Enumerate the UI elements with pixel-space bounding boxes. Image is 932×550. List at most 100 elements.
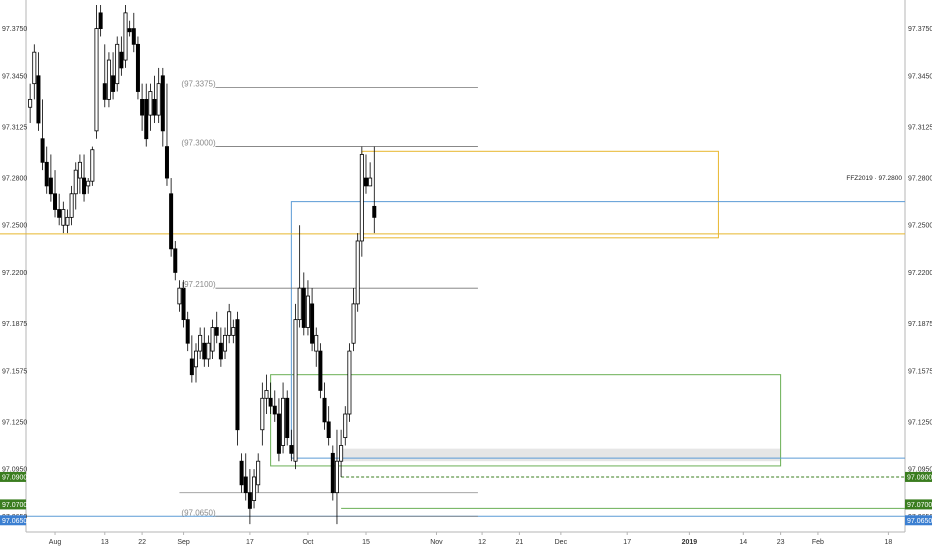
candle-body <box>65 216 70 226</box>
x-tick-label: 13 <box>101 539 109 546</box>
candle-body <box>156 83 161 116</box>
candle-body <box>330 452 335 494</box>
price-tag-label: 97.0650 <box>907 518 932 525</box>
left-price-axis: 97.3750 97.3450 97.3125 97.2800 97.2500 97.22… <box>2 26 27 521</box>
candle-body <box>77 161 82 179</box>
candle-body <box>127 28 132 33</box>
candle-body <box>86 180 91 187</box>
candle-body <box>210 327 215 352</box>
candle-body <box>169 193 174 250</box>
candle-body <box>73 169 78 195</box>
level-label: (97.2100) <box>181 280 216 289</box>
candle-body <box>53 193 58 210</box>
price-tag-label: 97.0650 <box>2 518 27 525</box>
candle-body <box>177 287 182 305</box>
candle-body <box>202 342 207 360</box>
price-tag-bg <box>0 515 26 526</box>
y-tick-label: 97.3750 <box>2 26 27 33</box>
y-tick-label: 97.0950 <box>2 467 27 474</box>
candle-body <box>347 350 352 415</box>
candle-body <box>297 287 302 321</box>
x-tick-label: Feb <box>812 539 824 546</box>
y-tick-label: 97.2800 <box>2 176 27 183</box>
level-label: (97.3000) <box>181 139 216 148</box>
candle-body <box>94 28 99 132</box>
candle-body <box>256 460 261 486</box>
y-tick-label: 97.0950 <box>908 467 932 474</box>
y-tick-label: 97.3450 <box>2 73 27 80</box>
candle-body <box>152 98 157 116</box>
candle-body <box>181 287 186 321</box>
x-tick-label: 2019 <box>682 539 698 546</box>
price-tag-bg <box>905 515 932 526</box>
price-tag-bg <box>0 499 26 510</box>
candle-body <box>339 445 344 462</box>
candle-body <box>227 311 232 336</box>
candle-body <box>111 75 116 92</box>
candle-body <box>231 327 236 336</box>
candle-body <box>252 476 257 501</box>
x-tick-label: Aug <box>49 539 62 546</box>
candle-body <box>48 177 53 195</box>
y-tick-label: 97.2200 <box>908 270 932 277</box>
candle-body <box>189 358 194 376</box>
yellow-zone-box <box>361 150 719 239</box>
x-tick-label: 22 <box>138 539 146 546</box>
x-tick-label: 18 <box>885 539 893 546</box>
level-label: (97.0650) <box>181 508 216 517</box>
candle-series <box>28 5 377 525</box>
y-tick-label: 97.3125 <box>908 124 932 131</box>
candle-body <box>98 12 103 29</box>
x-tick-label: 23 <box>777 539 785 546</box>
y-tick-label: 97.1250 <box>2 419 27 426</box>
candle-body <box>214 327 219 336</box>
candle-body <box>106 59 111 100</box>
price-tag-label: 97.0700 <box>907 502 932 509</box>
green-zone-box <box>270 374 782 467</box>
candle-body <box>40 138 45 163</box>
y-tick-label: 97.1875 <box>2 321 27 328</box>
candle-body <box>351 303 356 344</box>
y-tick-label: 97.1575 <box>908 368 932 375</box>
price-tags: 97.0900 97.0900 97.0700 97.0700 97.0650 97.06… <box>0 471 932 526</box>
price-tag-bg <box>905 499 932 510</box>
candle-body <box>28 98 33 108</box>
candle-body <box>359 154 364 242</box>
candle-body <box>61 209 66 226</box>
candle-body <box>264 390 269 399</box>
y-tick-label: 97.2500 <box>2 223 27 230</box>
candle-body <box>293 319 298 462</box>
y-tick-label: 97.1575 <box>2 368 27 375</box>
candle-body <box>32 51 37 85</box>
time-axis: Aug 13 22 Sep 17 Oct 15 Nov 12 21 Dec 17 2019 14 23 Feb… <box>49 532 893 546</box>
candle-body <box>305 295 310 328</box>
candle-body <box>318 350 323 391</box>
candle-body <box>185 319 190 344</box>
candle-body <box>164 146 169 179</box>
candle-body <box>314 334 319 352</box>
candle-body <box>243 476 248 494</box>
candle-body <box>310 303 315 344</box>
candle-body <box>44 161 49 187</box>
candle-body <box>173 248 178 273</box>
candle-body <box>144 98 149 140</box>
candle-body <box>131 28 136 45</box>
x-tick-label: 12 <box>478 539 486 546</box>
right-price-axis: 97.3750 97.3450 97.3125 97.2800 97.2500 97.22… <box>908 26 932 521</box>
candle-body <box>322 397 327 423</box>
candle-body <box>198 334 203 352</box>
candle-body <box>135 43 140 92</box>
y-tick-label: 97.3450 <box>908 73 932 80</box>
y-tick-label: 97.2800 <box>908 176 932 183</box>
price-tag-label: 97.0700 <box>2 502 27 509</box>
candle-body <box>193 350 198 368</box>
y-tick-label: 97.3750 <box>908 26 932 33</box>
candle-body <box>57 209 62 218</box>
candle-body <box>235 319 240 431</box>
y-tick-label: 97.3125 <box>2 124 27 131</box>
x-tick-label: 17 <box>623 539 631 546</box>
drawing-overlays <box>0 0 932 533</box>
candle-body <box>281 397 286 446</box>
candle-body <box>206 342 211 360</box>
